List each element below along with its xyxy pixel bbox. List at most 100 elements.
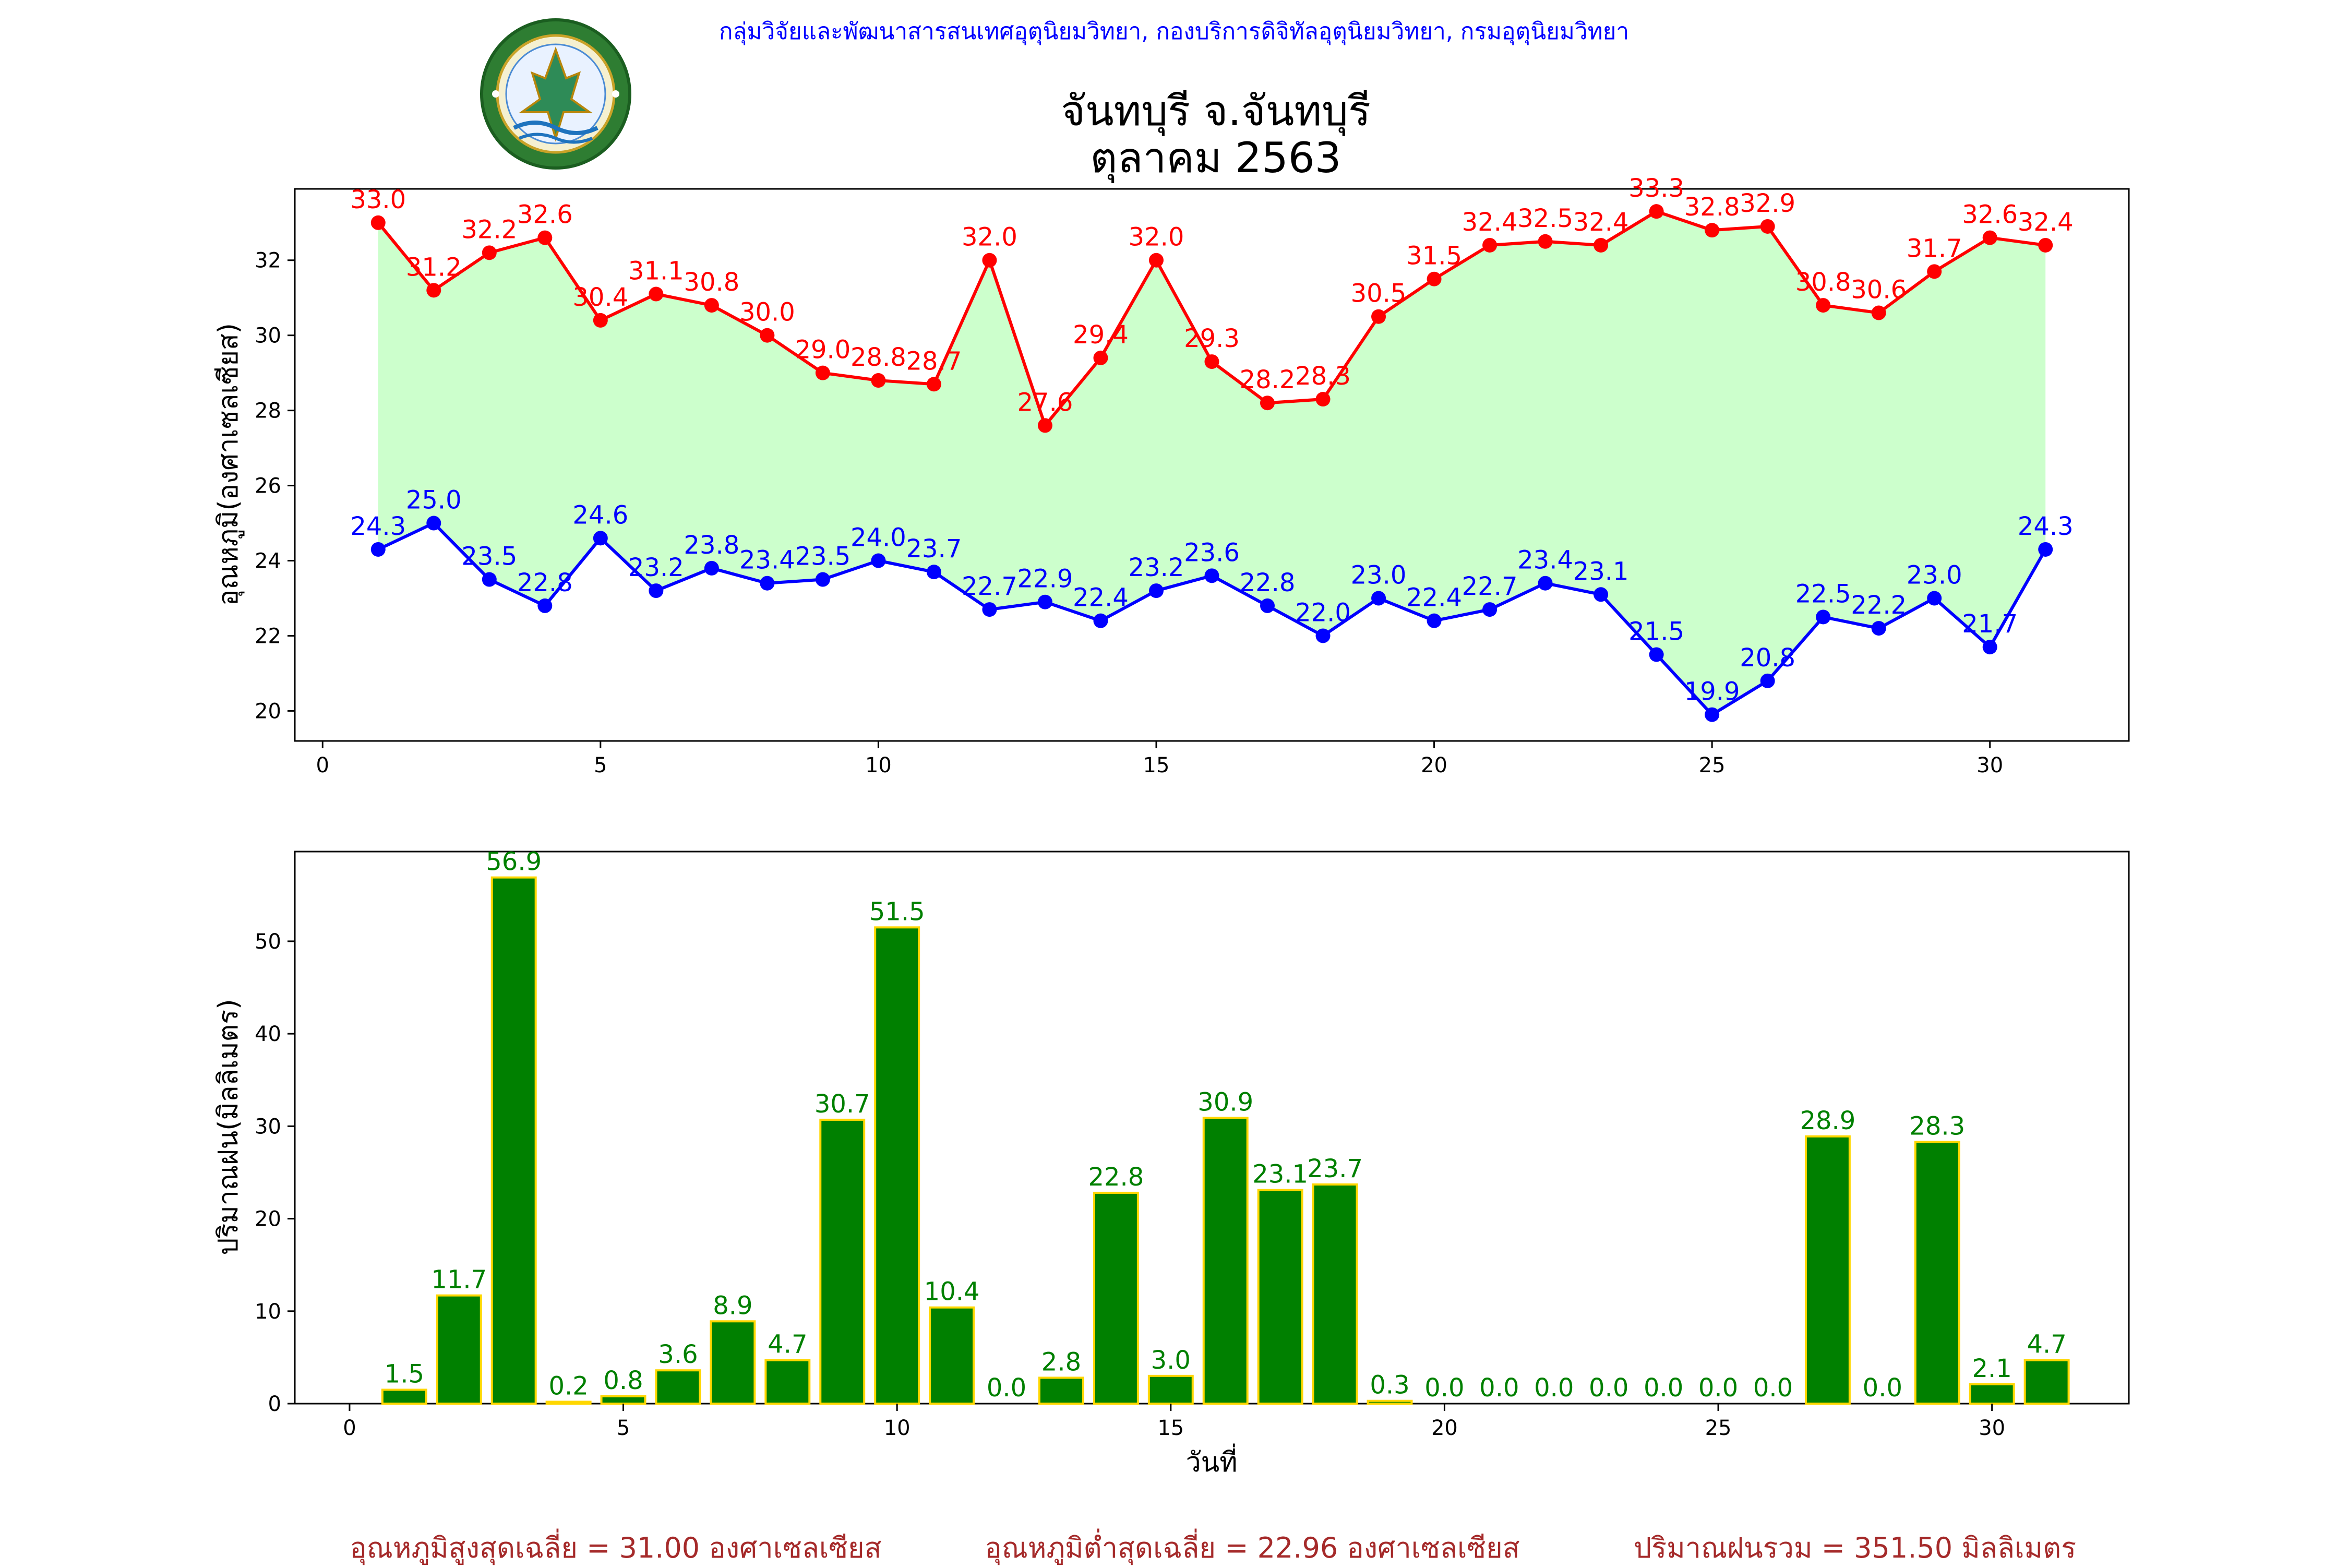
min-temperature-point (370, 542, 386, 557)
rainfall-x-tick-label: 20 (1431, 1416, 1458, 1440)
max-temperature-point (1204, 354, 1219, 369)
temperature-x-tick-label: 5 (594, 753, 607, 777)
max-temperature-value-label: 32.4 (1573, 208, 1629, 237)
max-temperature-value-label: 31.2 (406, 253, 462, 282)
temperature-x-tick-label: 25 (1699, 753, 1726, 777)
max-temperature-point (760, 328, 775, 343)
rainfall-bar (436, 1294, 482, 1405)
temperature-y-tick-label: 32 (255, 249, 281, 273)
rainfall-bar (1367, 1399, 1413, 1405)
max-temperature-value-label: 32.8 (1684, 193, 1740, 222)
min-temperature-point (1649, 647, 1664, 662)
max-temperature-point (426, 283, 441, 298)
min-temperature-point (1982, 640, 1997, 655)
min-temperature-point (649, 583, 664, 599)
max-temperature-value-label: 28.8 (850, 343, 906, 372)
temperature-x-tick-label: 30 (1976, 753, 2003, 777)
temperature-x-tick-label: 20 (1421, 753, 1447, 777)
min-temperature-value-label: 22.5 (1795, 579, 1851, 608)
rainfall-bar (1914, 1141, 1960, 1405)
max-temperature-value-label: 30.8 (1795, 268, 1851, 297)
min-temperature-point (1148, 583, 1164, 599)
min-temperature-value-label: 22.4 (1073, 583, 1129, 613)
rainfall-value-label: 51.5 (869, 897, 925, 926)
min-temperature-value-label: 22.2 (1851, 591, 1907, 620)
max-temperature-value-label: 31.1 (628, 257, 684, 286)
max-temperature-value-label: 32.0 (962, 223, 1017, 252)
rainfall-bar (1969, 1383, 2015, 1405)
min-temperature-point (704, 560, 719, 576)
min-temperature-point (926, 565, 941, 580)
max-temperature-point (982, 253, 997, 268)
rainfall-x-tick-label: 10 (884, 1416, 911, 1440)
max-temperature-point (537, 230, 553, 245)
max-temperature-value-label: 29.3 (1184, 324, 1240, 353)
max-temperature-point (1705, 223, 1720, 238)
max-temperature-value-label: 30.0 (739, 298, 795, 327)
max-temperature-value-label: 28.3 (1295, 362, 1351, 391)
min-temperature-value-label: 23.4 (739, 546, 795, 575)
rainfall-y-tick-label: 50 (255, 930, 281, 954)
min-temperature-point (1260, 598, 1275, 613)
max-temperature-point (1260, 396, 1275, 411)
max-temperature-value-label: 30.4 (572, 283, 628, 312)
min-temperature-value-label: 23.2 (628, 553, 684, 582)
rainfall-value-label: 0.0 (987, 1373, 1026, 1403)
min-temperature-value-label: 23.4 (1517, 546, 1573, 575)
max-temperature-point (704, 298, 719, 313)
temperature-y-tick-label: 22 (255, 624, 281, 648)
min-temperature-point (1594, 587, 1609, 602)
rainfall-bar (1804, 1135, 1851, 1405)
min-temperature-value-label: 23.0 (1351, 561, 1407, 590)
min-temperature-value-label: 21.5 (1628, 617, 1684, 646)
rainfall-x-tick-label: 5 (617, 1416, 630, 1440)
min-temperature-value-label: 20.8 (1740, 643, 1795, 673)
max-temperature-value-label: 30.8 (684, 268, 739, 297)
min-temperature-point (1093, 613, 1108, 628)
max-temperature-point (1371, 309, 1386, 324)
rainfall-bar (600, 1395, 646, 1405)
min-temperature-value-label: 22.8 (1240, 568, 1296, 597)
rainfall-value-label: 0.0 (1589, 1373, 1628, 1403)
rainfall-value-label: 0.0 (1644, 1373, 1683, 1403)
min-temperature-point (1705, 707, 1720, 722)
max-temperature-value-label: 30.5 (1351, 279, 1407, 308)
rainfall-x-axis-label: วันที่ (1185, 1443, 1237, 1478)
rainfall-y-tick-label: 10 (255, 1300, 281, 1324)
rainfall-y-tick-label: 30 (255, 1115, 281, 1139)
min-temperature-value-label: 23.5 (461, 542, 517, 571)
max-temperature-point (1927, 264, 1942, 279)
rainfall-value-label: 0.0 (1534, 1373, 1574, 1403)
max-temperature-value-label: 33.3 (1628, 174, 1684, 203)
min-temperature-value-label: 19.9 (1684, 677, 1740, 707)
footer-average-max: อุณหภูมิสูงสุดเฉลี่ย = 31.00 องศาเซลเซีย… (350, 1528, 881, 1565)
rainfall-bar (2023, 1359, 2070, 1405)
min-temperature-point (482, 572, 497, 587)
max-temperature-point (1538, 234, 1553, 249)
meteorological-department-logo (480, 18, 631, 170)
rainfall-y-tick-label: 0 (268, 1392, 281, 1416)
rainfall-bar (764, 1359, 811, 1405)
max-temperature-point (649, 286, 664, 302)
rainfall-value-label: 10.4 (924, 1277, 980, 1307)
min-temperature-value-label: 22.7 (1462, 572, 1518, 601)
max-temperature-value-label: 29.4 (1073, 320, 1129, 350)
max-temperature-value-label: 31.5 (1406, 242, 1462, 271)
min-temperature-value-label: 22.7 (962, 572, 1017, 601)
min-temperature-point (1371, 591, 1386, 606)
max-temperature-point (815, 365, 830, 380)
rainfall-value-label: 0.0 (1424, 1373, 1464, 1403)
min-temperature-point (1482, 602, 1498, 617)
rainfall-value-label: 4.7 (768, 1330, 807, 1359)
min-temperature-value-label: 23.6 (1184, 538, 1240, 567)
rainfall-y-axis-label: ปริมาณฝน(มิลลิเมตร) (213, 999, 244, 1255)
rainfall-bar (874, 926, 920, 1405)
max-temperature-value-label: 32.2 (461, 215, 517, 244)
max-temperature-point (1482, 237, 1498, 253)
temperature-range-band (378, 211, 2046, 715)
max-temperature-point (1594, 237, 1609, 253)
min-temperature-point (1538, 576, 1553, 591)
min-temperature-point (1871, 621, 1886, 636)
